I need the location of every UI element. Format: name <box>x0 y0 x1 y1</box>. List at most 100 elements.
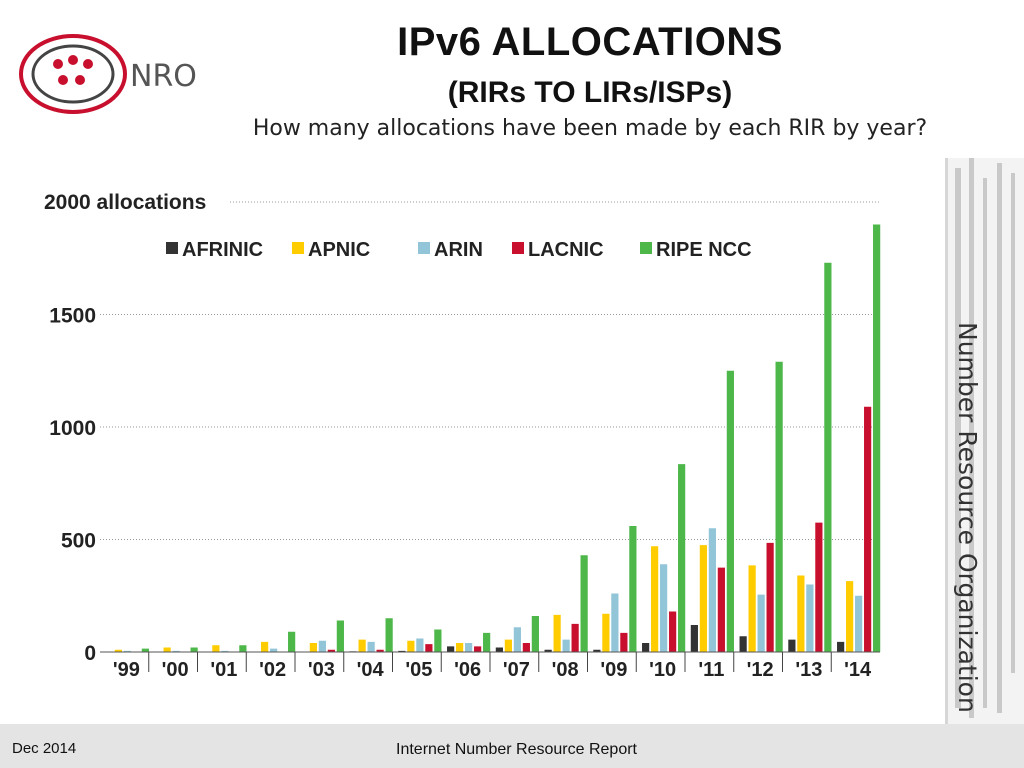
bar-lacnic <box>425 644 433 652</box>
bar-ripe-ncc <box>385 618 393 652</box>
bar-apnic <box>553 614 561 652</box>
bar-arin <box>367 641 375 652</box>
bar-afrinic <box>398 650 406 652</box>
bar-arin <box>611 593 619 652</box>
x-tick-label: '13 <box>795 659 822 681</box>
bar-afrinic <box>837 641 845 652</box>
logo-swoosh <box>19 34 127 114</box>
bar-ripe-ncc <box>190 647 198 652</box>
bar-afrinic <box>690 625 698 652</box>
legend-label: ARIN <box>434 239 483 261</box>
bar-arin <box>416 638 424 652</box>
bar-arin <box>465 643 473 652</box>
y-axis-title: 2000 allocations <box>44 191 206 214</box>
bar-ripe-ncc <box>531 616 539 652</box>
legend-swatch <box>512 242 524 254</box>
bar-ripe-ncc <box>580 555 588 652</box>
bar-ripe-ncc <box>288 631 296 652</box>
y-tick-label: 0 <box>84 642 96 665</box>
logo-dot <box>53 59 63 69</box>
bar-apnic <box>651 546 659 652</box>
x-tick-label: '03 <box>308 659 335 681</box>
bar-arin <box>221 650 229 652</box>
legend-swatch <box>640 242 652 254</box>
footer-date: Dec 2014 <box>12 740 77 757</box>
bar-apnic <box>212 645 220 652</box>
bar-afrinic <box>495 647 503 652</box>
x-tick-label: '04 <box>357 659 385 681</box>
bar-lacnic <box>474 646 482 652</box>
bar-apnic <box>163 647 171 652</box>
chart-legend: AFRINIC APNIC ARIN LACNIC RIPE NCC <box>166 239 752 261</box>
x-tick-label: '05 <box>405 659 432 681</box>
bar-apnic <box>358 639 366 652</box>
page-title: IPv6 ALLOCATIONS <box>397 20 783 64</box>
bar-ripe-ncc <box>824 262 832 652</box>
chart-grid <box>100 201 880 653</box>
bar-arin <box>660 564 668 652</box>
bar-ripe-ncc <box>678 464 686 652</box>
bar-apnic <box>456 643 464 652</box>
x-tick-label: '00 <box>162 659 189 681</box>
footer-report-title: Internet Number Resource Report <box>396 741 637 758</box>
bar-arin <box>513 627 521 652</box>
address-texture-strip <box>945 158 1024 724</box>
bar-afrinic <box>544 649 552 652</box>
bar-afrinic <box>593 649 601 652</box>
x-tick-label: '01 <box>210 659 237 681</box>
bar-lacnic <box>571 623 579 652</box>
bar-apnic <box>797 575 805 652</box>
chart-bars <box>114 224 881 652</box>
bar-arin <box>172 650 180 652</box>
x-tick-label: '09 <box>600 659 627 681</box>
bar-ripe-ncc <box>239 645 247 652</box>
bar-lacnic <box>717 567 725 652</box>
bar-ripe-ncc <box>775 361 783 652</box>
legend-swatch <box>166 242 178 254</box>
nro-logo: NRO <box>19 34 197 114</box>
x-tick-label: '10 <box>649 659 676 681</box>
footer-bar <box>0 724 1024 768</box>
logo-dot <box>83 59 93 69</box>
x-tick-label: '06 <box>454 659 481 681</box>
bar-afrinic <box>447 646 455 652</box>
bar-afrinic <box>739 636 747 652</box>
legend-label: AFRINIC <box>182 239 263 261</box>
legend-label: RIPE NCC <box>656 239 752 261</box>
bar-ripe-ncc <box>483 632 491 652</box>
legend-swatch <box>418 242 430 254</box>
logo-dot <box>58 75 68 85</box>
logo-text: NRO <box>130 59 197 94</box>
bar-lacnic <box>815 522 823 652</box>
x-tick-label: '99 <box>113 659 140 681</box>
bar-arin <box>806 584 814 652</box>
x-axis: '99 '00 '01 '02 '03 '04 '05 '06 '07 '08 '09 '10 '11 '… <box>100 651 880 681</box>
bar-ripe-ncc <box>434 629 442 652</box>
bar-lacnic <box>376 649 384 652</box>
bar-apnic <box>407 640 415 652</box>
bar-apnic <box>261 641 269 652</box>
bar-lacnic <box>864 406 872 652</box>
bar-ripe-ncc <box>629 526 637 652</box>
logo-swoosh-inner <box>31 44 115 104</box>
bar-arin <box>708 528 716 652</box>
x-tick-label: '02 <box>259 659 286 681</box>
x-tick-label: '07 <box>503 659 530 681</box>
y-tick-label: 1000 <box>49 417 96 440</box>
page-subtitle: (RIRs TO LIRs/ISPs) <box>447 76 733 109</box>
bar-lacnic <box>327 649 335 652</box>
bar-ripe-ncc <box>141 648 149 652</box>
bar-arin <box>318 640 326 652</box>
y-tick-label: 1500 <box>49 305 96 328</box>
x-tick-label: '14 <box>844 659 872 681</box>
bar-apnic <box>846 581 854 652</box>
bar-apnic <box>114 649 122 652</box>
bar-apnic <box>504 639 512 652</box>
bar-afrinic <box>642 643 650 652</box>
side-label: Number Resource Organization <box>953 322 982 713</box>
bar-apnic <box>602 613 610 652</box>
x-tick-label: '11 <box>698 659 724 681</box>
bar-arin <box>562 639 570 652</box>
bar-arin <box>123 650 131 652</box>
legend-label: APNIC <box>308 239 370 261</box>
